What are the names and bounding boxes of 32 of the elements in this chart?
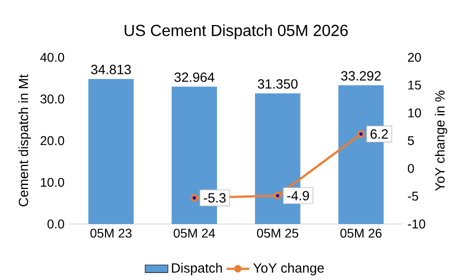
y-tick-label: 30.0 bbox=[40, 94, 64, 104]
y2-tick-label: 5 bbox=[408, 136, 414, 146]
y2-tick-label: 0 bbox=[408, 164, 414, 173]
y2-tick-label: 15 bbox=[408, 80, 421, 90]
legend-label: YoY change bbox=[253, 262, 324, 276]
data-label: 33.292 bbox=[341, 71, 381, 81]
y-axis-title: Cement dispatch in Mt bbox=[18, 74, 31, 206]
chart-title: US Cement Dispatch 05M 2026 bbox=[124, 24, 348, 40]
y2-tick-label: -5 bbox=[408, 192, 418, 201]
data-label: -5.3 bbox=[204, 193, 226, 203]
y2-tick-label: -10 bbox=[408, 220, 426, 228]
y2-tick-label: 10 bbox=[408, 108, 421, 118]
y2-tick-label: 20 bbox=[408, 52, 421, 62]
data-label: 31.350 bbox=[258, 79, 298, 89]
y-tick-label: 10.0 bbox=[40, 178, 64, 187]
x-tick-label: 05M 24 bbox=[174, 228, 216, 238]
x-tick-label: 05M 23 bbox=[90, 228, 132, 238]
data-label: 34.813 bbox=[91, 64, 131, 74]
point bbox=[190, 194, 198, 202]
bar bbox=[88, 78, 134, 224]
x-tick-label: 05M 25 bbox=[257, 228, 298, 238]
y-tick-label: 0.0 bbox=[48, 220, 64, 228]
data-label: 32.964 bbox=[174, 72, 214, 82]
point bbox=[357, 130, 365, 138]
data-label: -4.9 bbox=[287, 190, 309, 200]
y-tick-label: 20.0 bbox=[40, 136, 64, 146]
y-tick-label: 40.0 bbox=[40, 52, 64, 62]
y2-axis-title: YoY change in % bbox=[434, 90, 448, 191]
point bbox=[274, 192, 282, 200]
data-label: 6.2 bbox=[370, 129, 388, 139]
legend-label: Dispatch bbox=[172, 262, 222, 276]
x-tick-label: 05M 26 bbox=[340, 228, 382, 238]
